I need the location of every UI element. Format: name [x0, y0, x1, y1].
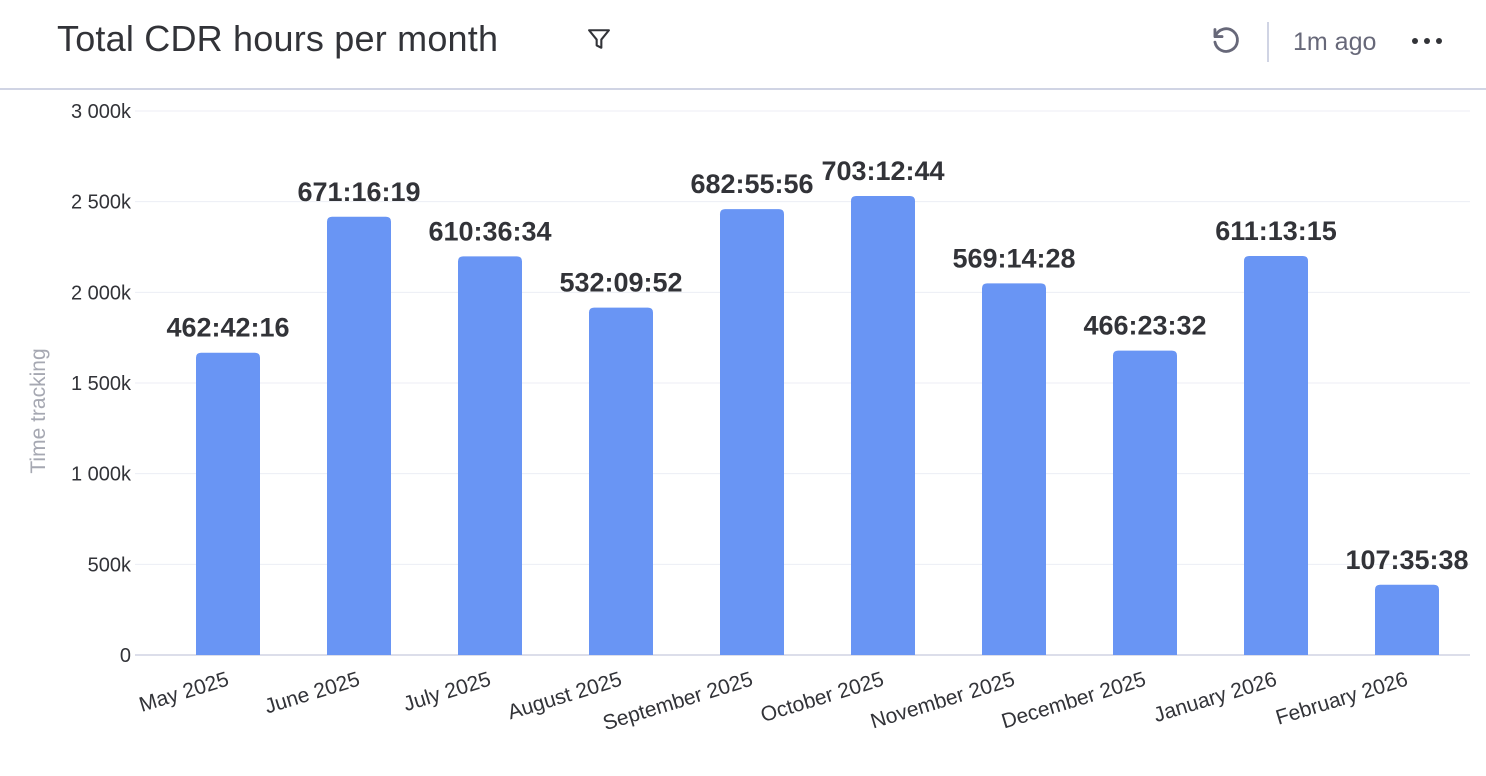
y-tick-label: 1 000k: [71, 464, 132, 486]
filter-icon: [585, 25, 613, 58]
bar-october-2025: [851, 195, 915, 655]
x-tick-label: June 2025: [262, 668, 363, 719]
bar-july-2025: [458, 256, 522, 655]
bar-june-2025: [327, 216, 391, 655]
more-options-button[interactable]: [1407, 22, 1447, 62]
data-label: 462:42:16: [166, 313, 289, 343]
bar-february-2026: [1375, 584, 1439, 655]
bar-december-2025: [1113, 350, 1177, 655]
widget-title: Total CDR hours per month: [57, 18, 499, 59]
widget-header: Total CDR hours per month 1m ago: [0, 0, 1486, 90]
data-label: 703:12:44: [821, 156, 944, 186]
more-horizontal-icon: [1410, 33, 1444, 51]
refresh-icon: [1209, 23, 1243, 62]
bar-may-2025: [196, 352, 260, 655]
x-tick-label: May 2025: [137, 668, 232, 717]
data-label: 569:14:28: [952, 243, 1075, 273]
last-updated-text: 1m ago: [1293, 28, 1377, 56]
data-label: 466:23:32: [1083, 311, 1206, 341]
bar-september-2025: [720, 209, 784, 656]
x-tick-label: September 2025: [600, 668, 755, 735]
data-label: 107:35:38: [1345, 545, 1468, 575]
data-label: 671:16:19: [297, 177, 420, 207]
y-tick-label: 2 000k: [71, 282, 132, 304]
y-axis-title: Time tracking: [27, 348, 50, 473]
y-tick-label: 1 500k: [71, 373, 132, 395]
data-label: 610:36:34: [428, 216, 551, 246]
x-tick-label: October 2025: [758, 668, 886, 727]
y-tick-label: 500k: [88, 554, 132, 576]
x-tick-label: February 2026: [1273, 668, 1410, 730]
x-tick-label: July 2025: [401, 668, 494, 716]
refresh-button[interactable]: [1206, 22, 1246, 62]
x-tick-label: December 2025: [999, 668, 1149, 734]
x-tick-label: January 2026: [1151, 668, 1279, 727]
bar-november-2025: [982, 283, 1046, 655]
y-tick-label: 0: [120, 645, 131, 667]
bar-august-2025: [589, 307, 653, 655]
y-tick-label: 2 500k: [71, 192, 132, 214]
y-tick-label: 3 000k: [71, 101, 132, 123]
data-label: 532:09:52: [559, 268, 682, 298]
bar-january-2026: [1244, 255, 1308, 655]
filter-button[interactable]: [582, 24, 616, 58]
header-divider: [1267, 22, 1269, 62]
data-label: 682:55:56: [690, 169, 813, 199]
data-label: 611:13:15: [1215, 216, 1337, 246]
x-tick-label: November 2025: [868, 668, 1018, 734]
